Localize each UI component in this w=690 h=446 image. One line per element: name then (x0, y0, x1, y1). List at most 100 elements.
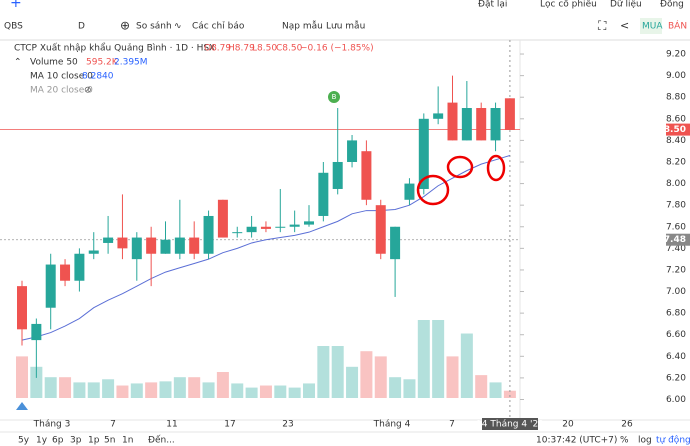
price-badge-label: 8.50 (664, 125, 686, 135)
range-button[interactable]: 5n (104, 436, 115, 446)
range-button[interactable]: 1n (122, 436, 133, 446)
candle-body (347, 140, 358, 162)
legend-name: Volume 50 (30, 58, 78, 68)
legend-name: MA 20 close 0 (30, 86, 93, 96)
candle-body (60, 264, 71, 281)
candle-body (461, 108, 472, 141)
indicators-icon[interactable]: ∿ (174, 22, 182, 32)
indicators[interactable]: Các chỉ báo (192, 21, 245, 32)
candle-body (103, 237, 114, 243)
candle-body (117, 237, 128, 249)
candle-body (131, 237, 142, 260)
sell[interactable]: BÁN (668, 20, 687, 32)
candle-body (304, 221, 314, 225)
legend-value: 2.395M (114, 58, 148, 68)
volume-bar (102, 379, 115, 398)
candle-body (88, 250, 99, 254)
top-button[interactable]: Dữ liệu (610, 0, 642, 10)
candle-body (375, 205, 386, 254)
signal-marker-label: B (332, 93, 337, 101)
legend-value: 8.2840 (82, 72, 114, 82)
range-button[interactable]: 3p (70, 436, 82, 446)
plus-icon[interactable]: + (10, 0, 22, 11)
auto[interactable]: tự động (656, 435, 690, 446)
y-tick-label: 7.40 (666, 244, 686, 254)
price-badge-label: 7.48 (664, 235, 686, 245)
top-button[interactable]: Đồng (660, 0, 684, 10)
candle-body (490, 108, 501, 141)
y-tick-label: 9.00 (666, 71, 686, 81)
volume-bar (173, 377, 186, 398)
top-button[interactable]: Lọc cổ phiếu (540, 0, 597, 10)
ohlc: O8.79 (204, 44, 231, 54)
share-icon[interactable]: < (620, 19, 629, 32)
range-button[interactable]: 1y (36, 436, 48, 446)
candle-body (433, 113, 444, 119)
volume-bar (460, 333, 473, 398)
volume-bar (16, 356, 28, 398)
candle-body (447, 102, 458, 141)
volume-bar (432, 320, 445, 398)
candle-body (504, 98, 515, 130)
volume-bar (202, 382, 215, 398)
candle-body (203, 215, 214, 254)
annotation-circle (416, 174, 450, 206)
candle-body (74, 253, 85, 281)
y-tick-label: 8.60 (666, 114, 686, 124)
y-tick-label: 6.40 (666, 352, 686, 362)
y-tick-label: 7.00 (666, 287, 686, 297)
volume-bar (403, 379, 416, 398)
volume-bar (116, 385, 129, 398)
volume-bar (374, 356, 387, 398)
volume-bar (59, 377, 72, 398)
hidden-icon[interactable]: ⊘ (84, 86, 92, 96)
volume-bar (503, 390, 516, 398)
log[interactable]: log (638, 436, 652, 446)
percent[interactable]: % (620, 436, 629, 446)
candle-body (232, 232, 243, 234)
range-button[interactable]: Đến... (148, 435, 175, 446)
chart-logo (16, 402, 28, 410)
compare[interactable]: So sánh (136, 22, 172, 32)
candle-body (217, 199, 228, 238)
range-button[interactable]: 6p (52, 436, 64, 446)
x-tick-label: Tháng 3 (33, 420, 71, 430)
x-tick-label: 17 (224, 420, 235, 430)
candle-body (45, 264, 56, 308)
candle-body (361, 151, 372, 200)
candle-body (260, 226, 271, 229)
y-tick-label: 9.20 (666, 50, 686, 60)
volume-bar (87, 382, 100, 398)
range-button[interactable]: 1p (88, 436, 100, 446)
buy-bg[interactable] (640, 18, 662, 34)
candle-body (146, 237, 157, 254)
clock: 10:37:42 (UTC+7) (536, 436, 617, 446)
candle-body (31, 323, 42, 341)
candle-body (189, 237, 200, 254)
symbol[interactable]: QBS (4, 22, 23, 32)
range-button[interactable]: 5y (18, 436, 30, 446)
y-tick-label: 6.80 (666, 309, 686, 319)
load-template[interactable]: Nạp mẫu (282, 21, 323, 32)
price-badge (666, 233, 690, 246)
legend-toggle[interactable]: ⌃ (14, 58, 22, 68)
buy[interactable]: MUA (642, 22, 663, 32)
y-tick-label: 6.60 (666, 330, 686, 340)
candle-body (332, 161, 343, 189)
volume-bar (489, 382, 502, 398)
y-tick-label: 6.20 (666, 373, 686, 383)
y-tick-label: 8.80 (666, 93, 686, 103)
compare-icon[interactable]: ⊕ (120, 19, 130, 33)
candle-body (476, 108, 487, 141)
top-button[interactable]: Đặt lại (478, 0, 507, 10)
annotation-circle (446, 155, 474, 179)
volume-bar (360, 351, 373, 398)
x-tick-label: 7 (110, 420, 116, 430)
fullscreen-icon[interactable]: ⛶ (597, 19, 607, 33)
y-tick-label: 8.40 (666, 136, 686, 146)
volume-bar (389, 377, 402, 398)
volume-bar (317, 346, 330, 398)
save-template[interactable]: Lưu mẫu (326, 21, 365, 32)
interval[interactable]: D (78, 22, 85, 32)
